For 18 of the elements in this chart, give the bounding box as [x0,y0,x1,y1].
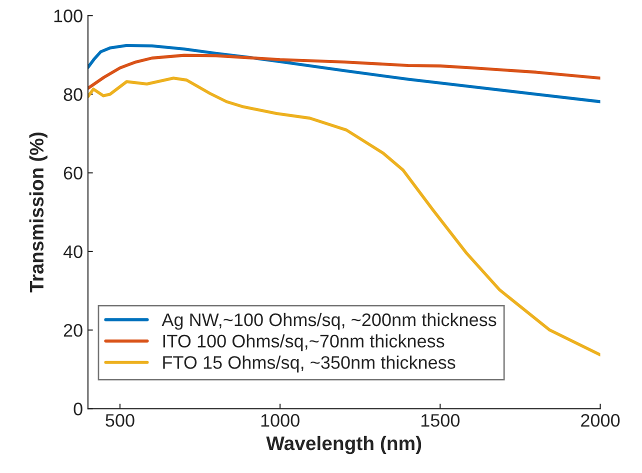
x-tick-label: 1000 [261,414,300,427]
line-series [88,76,600,356]
legend-label: Ag NW,~100 Ohms/sq, ~200nm thickness [162,312,496,330]
y-tick-label: 80 [64,88,82,101]
x-tick-label: 1500 [421,414,460,427]
line-series [88,44,600,104]
y-tick-label: 40 [63,245,82,258]
y-tick-label: 0 [74,402,82,416]
y-axis-title: Transmission (%) [29,132,48,292]
legend-label: FTO 15 Ohms/sq, ~350nm thickness [163,356,456,372]
y-tick-label: 20 [64,324,82,337]
x-tick-label: 500 [106,414,134,427]
x-tick-label: 2000 [581,414,620,427]
y-tick-label: 100 [54,10,82,22]
line-series [88,54,600,90]
y-tick-label: 60 [64,166,82,180]
legend-label: ITO 100 Ohms/sq,~70nm thickness [163,334,444,352]
x-axis-title: Wavelength (nm) [266,436,422,454]
